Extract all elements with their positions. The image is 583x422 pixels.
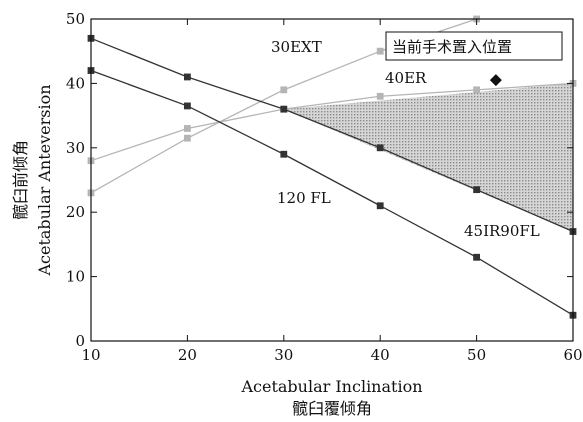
- surgical-position-marker: [489, 74, 502, 87]
- legend-box: 当前手术置入位置: [385, 31, 563, 61]
- x-tick-label-30: 30: [274, 346, 293, 364]
- plot-frame: [90, 18, 574, 342]
- point-120fl-1: [183, 102, 191, 110]
- series-label-30ext: 30EXT: [271, 38, 322, 56]
- y-tick-label-40: 40: [66, 74, 85, 92]
- y-tick-label-20: 20: [66, 203, 85, 221]
- series-line-45ir90fl: [90, 37, 574, 233]
- point-40er-4: [473, 86, 481, 94]
- point-40er-3: [376, 92, 384, 100]
- shaded-region: [283, 83, 573, 232]
- point-30ext-1: [183, 134, 191, 142]
- x-tick-label-10: 10: [81, 346, 100, 364]
- series-label-45ir90fl: 45IR90FL: [464, 222, 540, 240]
- y-axis-label: Acetabular Anteversion: [35, 84, 54, 276]
- legend-text: 当前手术置入位置: [392, 38, 512, 56]
- y-tick-label-0: 0: [75, 332, 85, 350]
- point-120fl-4: [473, 253, 481, 261]
- point-45ir90fl-4: [473, 186, 481, 194]
- marker-layer: [489, 74, 502, 87]
- x-axis-label-cn: 髋臼覆倾角: [292, 399, 372, 418]
- point-45ir90fl-3: [376, 144, 384, 152]
- point-120fl-3: [376, 202, 384, 210]
- x-tick-label-50: 50: [467, 346, 486, 364]
- x-tick-label-60: 60: [563, 346, 582, 364]
- point-30ext-3: [376, 47, 384, 55]
- legend-frame: [385, 31, 563, 61]
- y-tick-label-10: 10: [66, 268, 85, 286]
- point-45ir90fl-2: [280, 105, 288, 113]
- x-tick-label-40: 40: [371, 346, 390, 364]
- shaded-region-layer: [283, 83, 573, 232]
- point-45ir90fl-1: [183, 73, 191, 81]
- y-axis-label-cn: 髋臼前倾角: [11, 140, 30, 220]
- series-label-40er: 40ER: [385, 69, 427, 87]
- point-120fl-2: [280, 150, 288, 158]
- x-tick-label-20: 20: [178, 346, 197, 364]
- series-label-120fl: 120 FL: [277, 189, 331, 207]
- point-30ext-2: [280, 86, 288, 94]
- point-40er-1: [183, 125, 191, 132]
- series-line-40er: [90, 82, 574, 162]
- y-tick-label-50: 50: [66, 10, 85, 28]
- series-line-120fl: [90, 69, 574, 316]
- y-tick-label-30: 30: [66, 139, 85, 157]
- x-axis-label: Acetabular Inclination: [240, 377, 422, 396]
